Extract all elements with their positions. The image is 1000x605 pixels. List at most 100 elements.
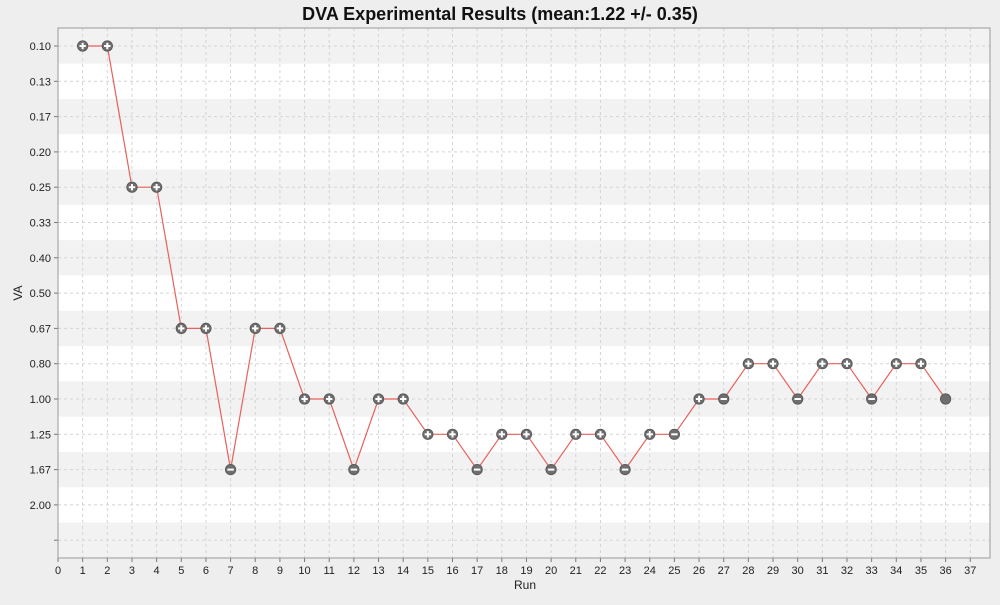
x-tick-label: 2 [104,565,110,577]
x-tick-label: 14 [397,565,409,577]
x-tick-label: 8 [252,565,258,577]
x-tick-label: 18 [496,565,508,577]
data-point-minus [348,463,360,476]
x-tick-label: 20 [545,565,557,577]
data-point-plus [175,322,187,334]
plot-border [57,27,991,559]
x-tick-label: 33 [866,565,878,577]
data-point-plus [249,322,261,334]
data-point-plus [151,181,163,193]
x-tick-label: 10 [298,565,310,577]
data-point-plus [323,393,335,405]
y-tick-label: 1.67 [30,465,51,477]
data-point-minus [619,463,631,476]
gridlines-layer [58,28,990,558]
series-line [82,45,947,472]
data-point-plus [372,393,385,405]
y-tick-label: 0.50 [30,288,51,300]
x-tick-label: 21 [570,565,582,577]
x-tick-label: 0 [55,565,61,577]
data-point-plus [890,358,902,370]
x-tick-label: 36 [939,565,951,577]
y-tick-label: 0.25 [30,182,51,194]
data-point-minus [545,463,557,476]
x-tick-label: 31 [816,565,828,577]
x-tick-label: 7 [228,565,234,577]
data-point-plus [496,428,508,440]
data-point-plus [594,428,607,440]
y-tick-label: 0.33 [30,218,51,230]
data-point-plus [274,322,286,334]
data-point-plus [693,393,705,405]
x-tick-label: 37 [964,565,976,577]
x-tick-label: 9 [277,565,283,577]
y-tick-label: 0.13 [30,76,51,88]
x-tick-label: 12 [348,565,360,577]
data-point-plus [397,393,409,405]
x-tick-label: 4 [154,565,160,577]
data-point-plus [298,393,311,405]
data-point-minus [668,428,681,440]
x-tick-label: 26 [693,565,705,577]
data-point-plus [816,358,828,370]
y-tick-label: 0.10 [30,41,51,53]
x-tick-label: 28 [742,565,754,577]
axes-layer: 0 1 2 3 4 5 6 7 8 9 10 11 12 13 14 15 16 17 18 19 20 21 22 23 24… [30,27,991,577]
x-tick-label: 6 [203,565,209,577]
x-tick-label: 5 [178,565,184,577]
data-point-plus [520,428,533,440]
x-tick-label: 11 [324,565,335,577]
x-tick-label: 17 [471,565,483,577]
data-point-plus [200,322,212,334]
chart-title: DVA Experimental Results (mean:1.22 +/- … [302,4,698,24]
x-tick-label: 29 [767,565,779,577]
data-point-plus [570,428,582,440]
y-tick-label: 0.67 [30,323,51,335]
x-axis-label: Run [514,578,536,592]
y-tick-label: 1.00 [30,394,51,406]
x-tick-label: 15 [422,565,434,577]
y-tick-label: 2.00 [30,500,51,512]
data-point-minus [792,393,804,405]
y-tick-label: 0.40 [30,253,51,265]
y-tick-label: 1.25 [30,429,51,441]
x-tick-label: 3 [129,565,135,577]
x-tick-label: 13 [372,565,384,577]
data-point-plus [644,428,656,440]
data-points-layer [77,40,952,476]
x-tick-label: 30 [792,565,804,577]
x-tick-label: 1 [80,565,86,577]
y-axis-label: VA [11,285,25,300]
data-point-minus [866,393,878,405]
data-point-plus [742,358,754,370]
data-point-plus [101,40,113,52]
data-point-minus [718,393,730,405]
x-tick-label: 22 [594,565,606,577]
y-tick-label: 0.20 [30,147,51,159]
x-tick-label: 23 [619,565,631,577]
x-tick-label: 25 [668,565,680,577]
data-point-minus [471,463,483,476]
x-tick-label: 24 [644,565,656,577]
x-tick-label: 19 [520,565,532,577]
data-point-plus [446,428,459,440]
x-tick-label: 35 [915,565,927,577]
data-point-marker [940,393,952,405]
x-tick-label: 16 [446,565,458,577]
series-line-layer [82,45,947,472]
x-tick-label: 34 [890,565,902,577]
data-point-minus [224,463,237,476]
data-point-plus [767,358,779,370]
x-tick-label: 27 [718,565,730,577]
data-point-plus [841,358,853,370]
data-point-plus [77,40,89,52]
y-tick-label: 0.80 [30,359,51,371]
data-point-plus [915,358,927,370]
y-tick-label: 0.17 [30,112,51,124]
x-tick-label: 32 [841,565,853,577]
data-point-plus [422,428,434,440]
data-point-solid [940,393,952,405]
data-point-plus [126,181,138,193]
